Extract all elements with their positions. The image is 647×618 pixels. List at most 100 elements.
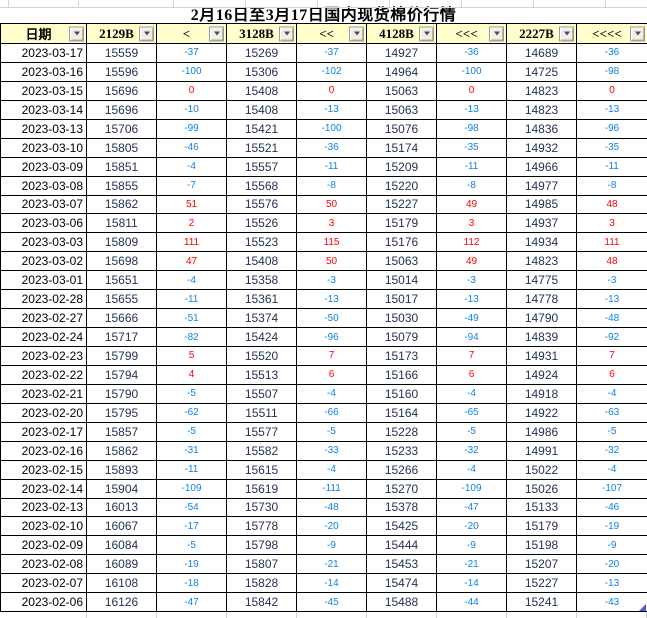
- price-cell[interactable]: 14932: [506, 137, 577, 158]
- price-cell[interactable]: 16067: [86, 516, 157, 537]
- change-cell[interactable]: -46: [576, 497, 647, 518]
- change-cell[interactable]: 0: [436, 80, 507, 101]
- change-cell[interactable]: 4: [156, 364, 227, 385]
- change-cell[interactable]: -36: [296, 137, 367, 158]
- change-cell[interactable]: -20: [436, 516, 507, 537]
- price-cell[interactable]: 16126: [86, 592, 157, 613]
- change-cell[interactable]: -63: [576, 402, 647, 423]
- price-cell[interactable]: 15176: [366, 232, 437, 253]
- change-cell[interactable]: -20: [296, 516, 367, 537]
- change-cell[interactable]: -109: [436, 478, 507, 499]
- change-cell[interactable]: -5: [436, 421, 507, 442]
- date-cell[interactable]: 2023-03-08: [0, 175, 87, 196]
- date-cell[interactable]: 2023-03-03: [0, 232, 87, 253]
- change-cell[interactable]: -46: [156, 137, 227, 158]
- change-cell[interactable]: -3: [436, 270, 507, 291]
- price-cell[interactable]: 15079: [366, 327, 437, 347]
- price-cell[interactable]: 14931: [506, 346, 577, 366]
- price-cell[interactable]: 15596: [86, 61, 157, 82]
- price-cell[interactable]: 15026: [506, 478, 577, 499]
- change-cell[interactable]: -43: [576, 592, 647, 613]
- price-cell[interactable]: 15378: [366, 497, 437, 518]
- date-cell[interactable]: 2023-02-14: [0, 478, 87, 499]
- change-cell[interactable]: 51: [156, 194, 227, 215]
- change-cell[interactable]: -4: [156, 270, 227, 291]
- change-cell[interactable]: -35: [436, 137, 507, 158]
- price-cell[interactable]: 15424: [226, 327, 297, 347]
- price-cell[interactable]: 15228: [366, 421, 437, 442]
- price-cell[interactable]: 15421: [226, 118, 297, 139]
- price-cell[interactable]: 15488: [366, 592, 437, 613]
- change-cell[interactable]: -66: [296, 402, 367, 423]
- change-cell[interactable]: 49: [436, 251, 507, 272]
- price-cell[interactable]: 15795: [86, 402, 157, 423]
- change-cell[interactable]: -50: [296, 308, 367, 329]
- change-cell[interactable]: -33: [296, 440, 367, 461]
- change-cell[interactable]: -14: [436, 573, 507, 594]
- price-cell[interactable]: 15696: [86, 99, 157, 120]
- price-cell[interactable]: 15270: [366, 478, 437, 499]
- date-cell[interactable]: 2023-02-15: [0, 459, 87, 480]
- change-cell[interactable]: -8: [436, 175, 507, 196]
- price-cell[interactable]: 15166: [366, 364, 437, 385]
- price-cell[interactable]: 15904: [86, 478, 157, 499]
- price-cell[interactable]: 15696: [86, 80, 157, 101]
- date-cell[interactable]: 2023-03-15: [0, 80, 87, 101]
- price-cell[interactable]: 14986: [506, 421, 577, 442]
- price-cell[interactable]: 14823: [506, 251, 577, 272]
- price-cell[interactable]: 15220: [366, 175, 437, 196]
- price-cell[interactable]: 14991: [506, 440, 577, 461]
- date-cell[interactable]: 2023-02-09: [0, 535, 87, 556]
- filter-dropdown-button[interactable]: [279, 26, 294, 41]
- change-cell[interactable]: -4: [576, 383, 647, 404]
- price-cell[interactable]: 15862: [86, 194, 157, 215]
- change-cell[interactable]: -5: [156, 421, 227, 442]
- change-cell[interactable]: -37: [156, 43, 227, 63]
- price-cell[interactable]: 14689: [506, 43, 577, 63]
- date-cell[interactable]: 2023-03-02: [0, 251, 87, 272]
- change-cell[interactable]: -36: [436, 43, 507, 63]
- change-cell[interactable]: -32: [436, 440, 507, 461]
- change-cell[interactable]: -99: [156, 118, 227, 139]
- price-cell[interactable]: 14922: [506, 402, 577, 423]
- change-cell[interactable]: -35: [576, 137, 647, 158]
- date-cell[interactable]: 2023-02-24: [0, 327, 87, 347]
- change-cell[interactable]: 0: [576, 80, 647, 101]
- date-cell[interactable]: 2023-02-06: [0, 592, 87, 613]
- price-cell[interactable]: 15063: [366, 251, 437, 272]
- price-cell[interactable]: 15576: [226, 194, 297, 215]
- change-cell[interactable]: -3: [296, 270, 367, 291]
- price-cell[interactable]: 15666: [86, 308, 157, 329]
- price-cell[interactable]: 16084: [86, 535, 157, 556]
- date-cell[interactable]: 2023-02-27: [0, 308, 87, 329]
- date-cell[interactable]: 2023-02-23: [0, 346, 87, 366]
- header-cell-2227b[interactable]: 2227B: [506, 23, 577, 44]
- change-cell[interactable]: -13: [296, 99, 367, 120]
- change-cell[interactable]: -4: [296, 383, 367, 404]
- price-cell[interactable]: 15807: [226, 554, 297, 575]
- date-cell[interactable]: 2023-03-13: [0, 118, 87, 139]
- change-cell[interactable]: 47: [156, 251, 227, 272]
- price-cell[interactable]: 15358: [226, 270, 297, 291]
- price-cell[interactable]: 15893: [86, 459, 157, 480]
- price-cell[interactable]: 15408: [226, 251, 297, 272]
- date-cell[interactable]: 2023-02-22: [0, 364, 87, 385]
- price-cell[interactable]: 15198: [506, 535, 577, 556]
- price-cell[interactable]: 15209: [366, 156, 437, 177]
- change-cell[interactable]: -21: [296, 554, 367, 575]
- price-cell[interactable]: 14918: [506, 383, 577, 404]
- filter-dropdown-button[interactable]: [489, 26, 504, 41]
- change-cell[interactable]: -4: [156, 156, 227, 177]
- change-cell[interactable]: -49: [436, 308, 507, 329]
- change-cell[interactable]: 3: [576, 213, 647, 234]
- change-cell[interactable]: -3: [576, 270, 647, 291]
- change-cell[interactable]: -111: [296, 478, 367, 499]
- date-cell[interactable]: 2023-02-17: [0, 421, 87, 442]
- price-cell[interactable]: 16013: [86, 497, 157, 518]
- date-cell[interactable]: 2023-03-14: [0, 99, 87, 120]
- price-cell[interactable]: 15851: [86, 156, 157, 177]
- price-cell[interactable]: 15133: [506, 497, 577, 518]
- change-cell[interactable]: -5: [156, 535, 227, 556]
- date-cell[interactable]: 2023-02-13: [0, 497, 87, 518]
- change-cell[interactable]: -48: [576, 308, 647, 329]
